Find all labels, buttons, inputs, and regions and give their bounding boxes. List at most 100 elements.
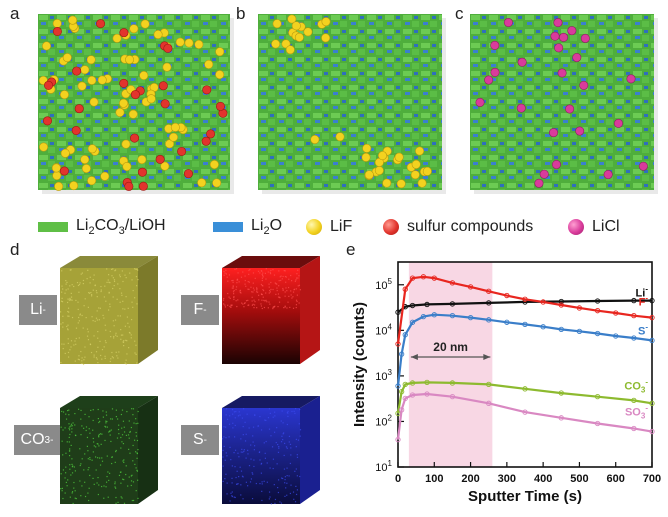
cube-speckle (295, 306, 297, 309)
cube-speckle (61, 285, 63, 287)
cube-speckle (272, 458, 275, 460)
cube-speckle (254, 301, 256, 303)
cube-speckle (67, 409, 69, 412)
cube-speckle (68, 315, 70, 317)
cube-speckle (105, 414, 108, 416)
lif-particle (97, 75, 107, 85)
cube-speckle (299, 429, 302, 431)
cube-speckle (233, 293, 235, 295)
cube-speckle (294, 412, 296, 415)
data-point-s (486, 317, 492, 323)
cube-speckle (289, 443, 292, 446)
cube-speckle (118, 474, 121, 477)
cube-speckle (86, 436, 89, 439)
data-point-so (631, 425, 637, 432)
data-point-so (558, 415, 564, 421)
cube-speckle (89, 282, 91, 284)
cube-speckle (70, 425, 72, 427)
cube-speckle (136, 452, 138, 454)
lif-particle (362, 143, 372, 153)
data-point-li (424, 301, 430, 308)
cube-speckle (262, 289, 265, 292)
cube-speckle (264, 272, 267, 274)
cube-speckle (252, 291, 254, 293)
cube-speckle (70, 423, 73, 425)
cube-speckle (260, 472, 262, 474)
cube-speckle (96, 358, 98, 360)
cube-speckle (120, 328, 122, 331)
cube-speckle (106, 420, 108, 423)
lif-particle (87, 144, 97, 154)
cube-speckle (117, 501, 119, 503)
cube-speckle (93, 274, 95, 276)
cube-speckle (135, 490, 137, 492)
cube-speckle (65, 283, 67, 285)
depth-region-shading (408, 262, 493, 467)
lif-particle (170, 122, 180, 132)
data-point-f (504, 292, 510, 299)
cube-speckle (121, 270, 123, 272)
cube-speckle (224, 306, 227, 308)
cube-speckle (109, 282, 111, 284)
cube-speckle (120, 447, 122, 449)
cube-speckle (242, 425, 244, 428)
cube-speckle (61, 301, 64, 303)
cube-speckle (60, 488, 62, 490)
licl-particle (638, 161, 648, 171)
cube-speckle (299, 289, 302, 291)
cube-speckle (223, 274, 225, 276)
cube-speckle (231, 304, 233, 306)
cube-speckle (97, 346, 99, 348)
data-point-so (594, 420, 601, 427)
cube-speckle (228, 274, 231, 276)
cube-speckle (229, 305, 231, 308)
cube-speckle (229, 446, 231, 448)
cube-speckle (245, 481, 247, 483)
data-point-s (540, 324, 546, 330)
cube-speckle (66, 485, 68, 487)
cube-speckle (72, 422, 74, 424)
cube-speckle (269, 291, 272, 293)
cube-speckle (295, 485, 297, 487)
data-point-so (398, 407, 405, 413)
lif-particle (115, 107, 125, 117)
cube-speckle (65, 472, 67, 474)
cube-speckle (105, 481, 108, 483)
cube-speckle (113, 337, 115, 339)
cube-speckle (136, 452, 139, 455)
cube-speckle (62, 347, 64, 350)
lif-particle (121, 139, 131, 149)
cube-speckle (114, 483, 116, 485)
data-point-f (449, 280, 456, 286)
cube-speckle (258, 451, 260, 453)
cube-speckle (71, 463, 73, 466)
cube-speckle (274, 411, 276, 413)
cube-speckle (109, 472, 111, 474)
cube-speckle (111, 408, 114, 410)
cube-speckle (105, 300, 107, 302)
lif-particle (184, 38, 194, 48)
cube-speckle (104, 355, 106, 357)
cube-speckle (236, 282, 238, 284)
licl-particle (557, 68, 567, 78)
cube-speckle (113, 280, 116, 283)
data-point-co (398, 389, 405, 395)
cube-speckle (225, 273, 228, 275)
cube-speckle (236, 278, 239, 280)
cube-speckle (98, 433, 100, 436)
cube-speckle (79, 282, 81, 284)
cube-speckle (96, 292, 98, 294)
data-point-f (402, 286, 408, 292)
cube-speckle (242, 303, 244, 305)
x-tick-label: 400 (534, 473, 552, 485)
cube-speckle (270, 503, 273, 505)
cube-speckle (78, 359, 80, 361)
cube-speckle (125, 339, 127, 341)
data-point-s (449, 313, 456, 319)
cube-speckle (118, 351, 120, 353)
cube-speckle (243, 449, 245, 451)
cube-speckle (122, 308, 124, 310)
cube-speckle (276, 427, 278, 429)
cube-speckle (98, 435, 100, 437)
cube-speckle (93, 483, 95, 485)
